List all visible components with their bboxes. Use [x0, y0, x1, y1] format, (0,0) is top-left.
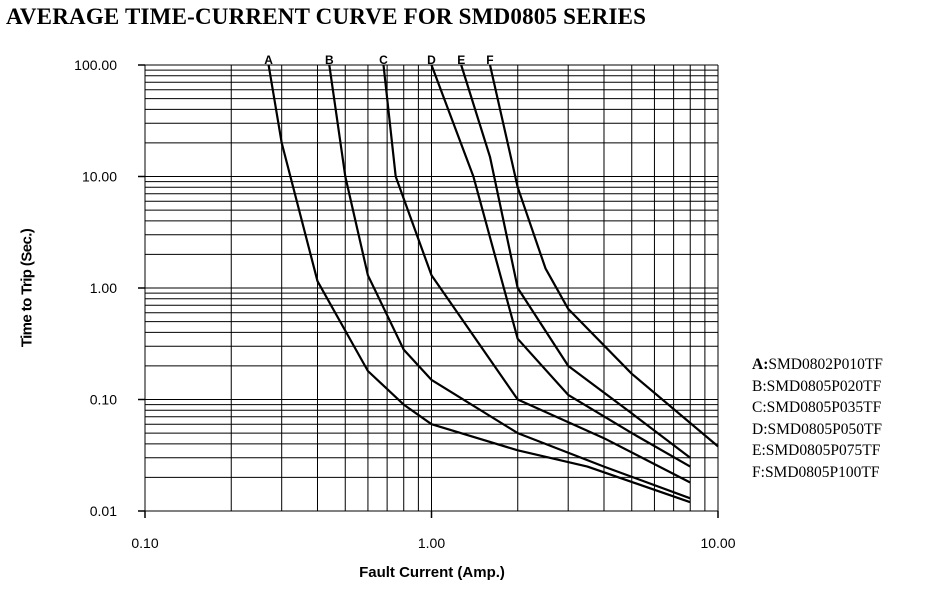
legend-entry: E:SMD0805P075TF — [752, 440, 883, 462]
curve-label-d: D — [427, 53, 436, 67]
curve-label-a: A — [264, 53, 273, 67]
legend-entry: A:SMD0802P010TF — [752, 354, 883, 376]
curve-label-e: E — [457, 53, 465, 67]
legend-part-number: SMD0802P010TF — [768, 356, 883, 373]
legend-entry: C:SMD0805P035TF — [752, 397, 883, 419]
legend-part-number: SMD0805P050TF — [767, 420, 883, 438]
y-tick-label: 1.00 — [90, 280, 117, 296]
legend-key: D: — [752, 420, 768, 438]
grid-lines — [138, 64, 719, 518]
legend-part-number: SMD0805P075TF — [765, 442, 881, 459]
curve-d — [430, 64, 691, 468]
curve-f — [488, 64, 719, 448]
legend-part-number: SMD0805P035TF — [766, 399, 882, 416]
legend-key: B: — [752, 377, 767, 395]
chart-title: AVERAGE TIME-CURRENT CURVE FOR SMD0805 S… — [6, 4, 647, 29]
x-tick-label: 10.00 — [700, 535, 735, 551]
curve-label-c: C — [379, 53, 388, 67]
y-tick-label: 0.01 — [90, 503, 117, 519]
curve-series — [267, 64, 719, 504]
axis-tick-labels: 0.01 0.10 1.00 10.00 100.00 0.10 1.00 10.00 — [74, 57, 736, 551]
curve-b — [328, 64, 691, 500]
legend-part-number: SMD0805P020TF — [766, 377, 882, 395]
curve-c — [382, 64, 691, 484]
legend-part-number: SMD0805P100TF — [764, 463, 880, 481]
y-tick-label: 0.10 — [90, 392, 117, 408]
legend-key: F: — [752, 463, 765, 481]
y-tick-label: 10.00 — [82, 169, 117, 185]
x-tick-label: 0.10 — [131, 535, 158, 551]
x-tick-label: 1.00 — [418, 535, 445, 551]
curve-label-b: B — [325, 53, 334, 67]
legend-entry: B:SMD0805P020TF — [752, 376, 883, 398]
legend: A:SMD0802P010TF B:SMD0805P020TF C:SMD0805P… — [752, 354, 883, 483]
legend-entry: D:SMD0805P050TF — [752, 419, 883, 441]
legend-key: E: — [752, 442, 766, 459]
legend-key: C: — [752, 399, 767, 416]
x-axis-label: Fault Current (Amp.) — [359, 564, 505, 581]
legend-entry: F:SMD0805P100TF — [752, 462, 883, 484]
curve-label-f: F — [486, 53, 493, 67]
y-tick-label: 100.00 — [74, 57, 117, 73]
curve-e — [460, 64, 691, 459]
legend-key: A: — [752, 356, 769, 373]
curve-letter-labels: A B C D E F — [264, 53, 493, 67]
curve-a — [267, 64, 691, 504]
